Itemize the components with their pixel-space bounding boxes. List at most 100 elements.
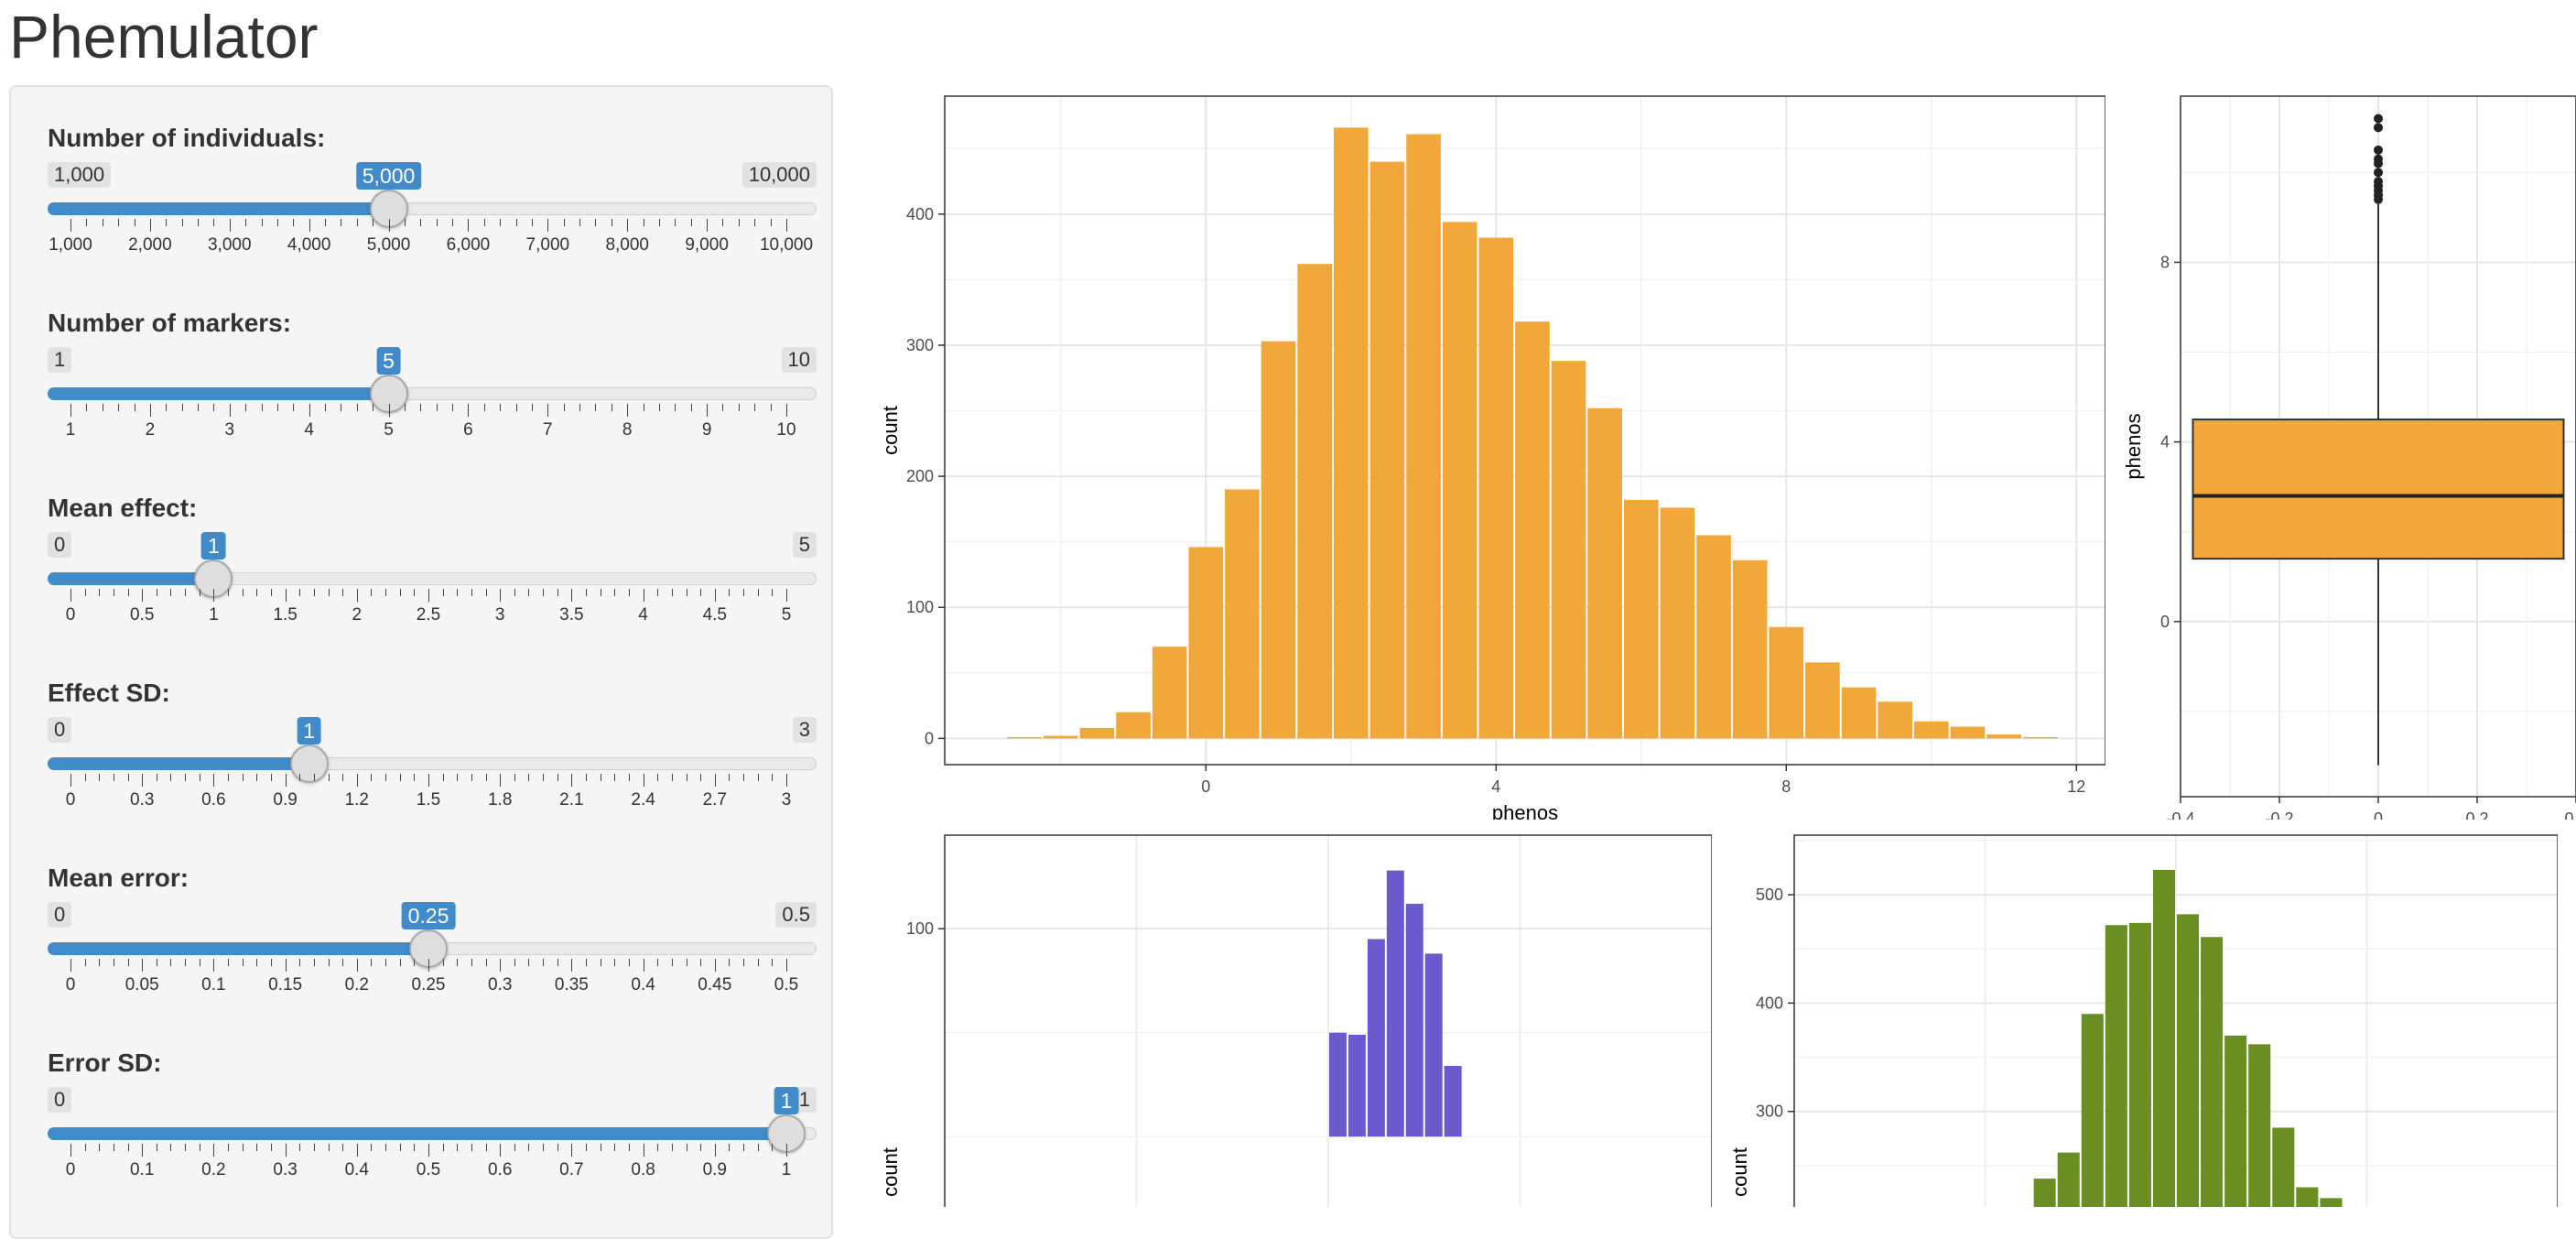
tick-label: 0.7 (559, 1160, 584, 1179)
tick-minor (404, 219, 406, 226)
tick-major (428, 774, 429, 787)
histogram-purple: 100 count (870, 824, 1712, 1207)
slider-mean-error: Mean error: 0 0.5 0.25 0 0.05 0.1 0.15 0.2 0.25 0.… (48, 864, 817, 1038)
slider-ticks: 0 0.05 0.1 0.15 0.2 0.25 0.3 0.35 0.4 0.45 0.5 (48, 959, 817, 1014)
tick-major (500, 589, 502, 602)
tick-minor (586, 589, 588, 596)
tick-label: 1.5 (416, 790, 441, 810)
tick-major (388, 404, 390, 417)
slider-handle[interactable] (289, 744, 329, 783)
tick-minor (399, 959, 401, 966)
slider-effect-sd: Effect SD: 0 3 1 0 0.3 0.6 0.9 1.2 1.5 1.8 2.1 2.4 2.… (48, 679, 817, 853)
tick-minor (628, 774, 630, 781)
tick-minor (385, 774, 387, 781)
slider-handle[interactable] (369, 190, 408, 228)
tick-minor (671, 1144, 673, 1151)
tick-minor (242, 589, 244, 596)
tick-major (428, 959, 429, 972)
histogram-bar (2057, 1152, 2080, 1207)
tick-minor (276, 219, 278, 226)
tick-label: 1.8 (487, 790, 513, 810)
tick-minor (614, 774, 616, 781)
tick-minor (256, 1144, 258, 1151)
tick-minor (127, 589, 129, 596)
tick-minor (528, 1144, 530, 1151)
histogram-bar (2177, 914, 2200, 1207)
slider-min-label: 1,000 (48, 162, 112, 188)
tick-minor (628, 589, 630, 596)
tick-minor (614, 589, 616, 596)
histogram-bar (1660, 507, 1695, 739)
tick-minor (118, 219, 120, 226)
tick-minor (442, 589, 444, 596)
tick-major (285, 959, 287, 972)
tick-major (213, 1144, 215, 1157)
y-tick-label: 300 (1756, 1103, 1783, 1121)
tick-minor (436, 404, 438, 411)
histogram-bar (1551, 361, 1586, 739)
tick-minor (414, 959, 416, 966)
tick-minor (371, 774, 373, 781)
tick-minor (166, 219, 168, 226)
histogram-bar (2022, 736, 2058, 739)
tick-major (714, 1144, 716, 1157)
slider-value-badge: 1 (297, 717, 322, 744)
x-tick-label: 12 (2067, 777, 2085, 796)
tick-minor (531, 404, 533, 411)
histogram-bar (1369, 161, 1405, 739)
tick-major (149, 404, 151, 417)
histogram-bar (1442, 222, 1477, 739)
tick-minor (256, 589, 258, 596)
tick-minor (181, 404, 183, 411)
tick-label: 1.5 (273, 605, 298, 625)
slider-handle[interactable] (409, 929, 448, 968)
tick-major (627, 404, 629, 417)
tick-minor (99, 959, 101, 966)
histogram-bar (1769, 626, 1804, 739)
tick-minor (242, 1144, 244, 1151)
tick-major (356, 774, 358, 787)
tick-major (786, 1144, 787, 1157)
tick-minor (628, 959, 630, 966)
tick-major (468, 404, 470, 417)
tick-label: 4 (304, 420, 314, 440)
histogram-bar (2224, 1035, 2247, 1207)
tick-major (70, 959, 71, 972)
tick-label: 2.4 (631, 790, 655, 810)
tick-major (356, 589, 358, 602)
tick-major (547, 219, 549, 232)
histogram-bar (2081, 1014, 2104, 1207)
histogram-phenos: 0 100 200 300 400 0 4 8 12 phenos count (870, 87, 2105, 820)
tick-minor (404, 404, 406, 411)
histogram-bar (2105, 925, 2127, 1207)
tick-major (468, 219, 470, 232)
histogram-bar (1623, 499, 1659, 739)
slider-value-badge: 5 (376, 347, 401, 375)
tick-major (707, 219, 709, 232)
tick-minor (772, 774, 774, 781)
outlier-point (2374, 145, 2383, 155)
tick-minor (690, 404, 692, 411)
tick-minor (342, 1144, 344, 1151)
y-axis-title: count (1728, 1147, 1751, 1197)
tick-label: 0.9 (273, 790, 298, 810)
slider-value-badge: 1 (774, 1087, 799, 1114)
tick-label: 5 (384, 420, 394, 440)
slider-ticks: 0 0.5 1 1.5 2 2.5 3 3.5 4 4.5 5 (48, 589, 817, 644)
tick-minor (595, 404, 597, 411)
slider-max-label: 0.5 (775, 902, 817, 928)
tick-label: 0.2 (344, 975, 370, 994)
histogram-bar (1225, 489, 1260, 739)
tick-major (149, 219, 151, 232)
histogram-bar (1406, 134, 1441, 739)
tick-major (308, 219, 310, 232)
histogram-bar (1297, 264, 1332, 739)
slider-mean-effect: Mean effect: 0 5 1 0 0.5 1 1.5 2 2.5 3 3.5 4 4.5 5 (48, 494, 817, 668)
tick-minor (170, 774, 172, 781)
tick-minor (299, 774, 301, 781)
slider-markers: Number of markers: 1 10 5 1 2 3 4 5 6 7 8 9 10 (48, 309, 817, 483)
tick-major (714, 959, 716, 972)
tick-minor (579, 404, 581, 411)
tick-label: 2,000 (128, 235, 172, 255)
tick-minor (500, 219, 502, 226)
